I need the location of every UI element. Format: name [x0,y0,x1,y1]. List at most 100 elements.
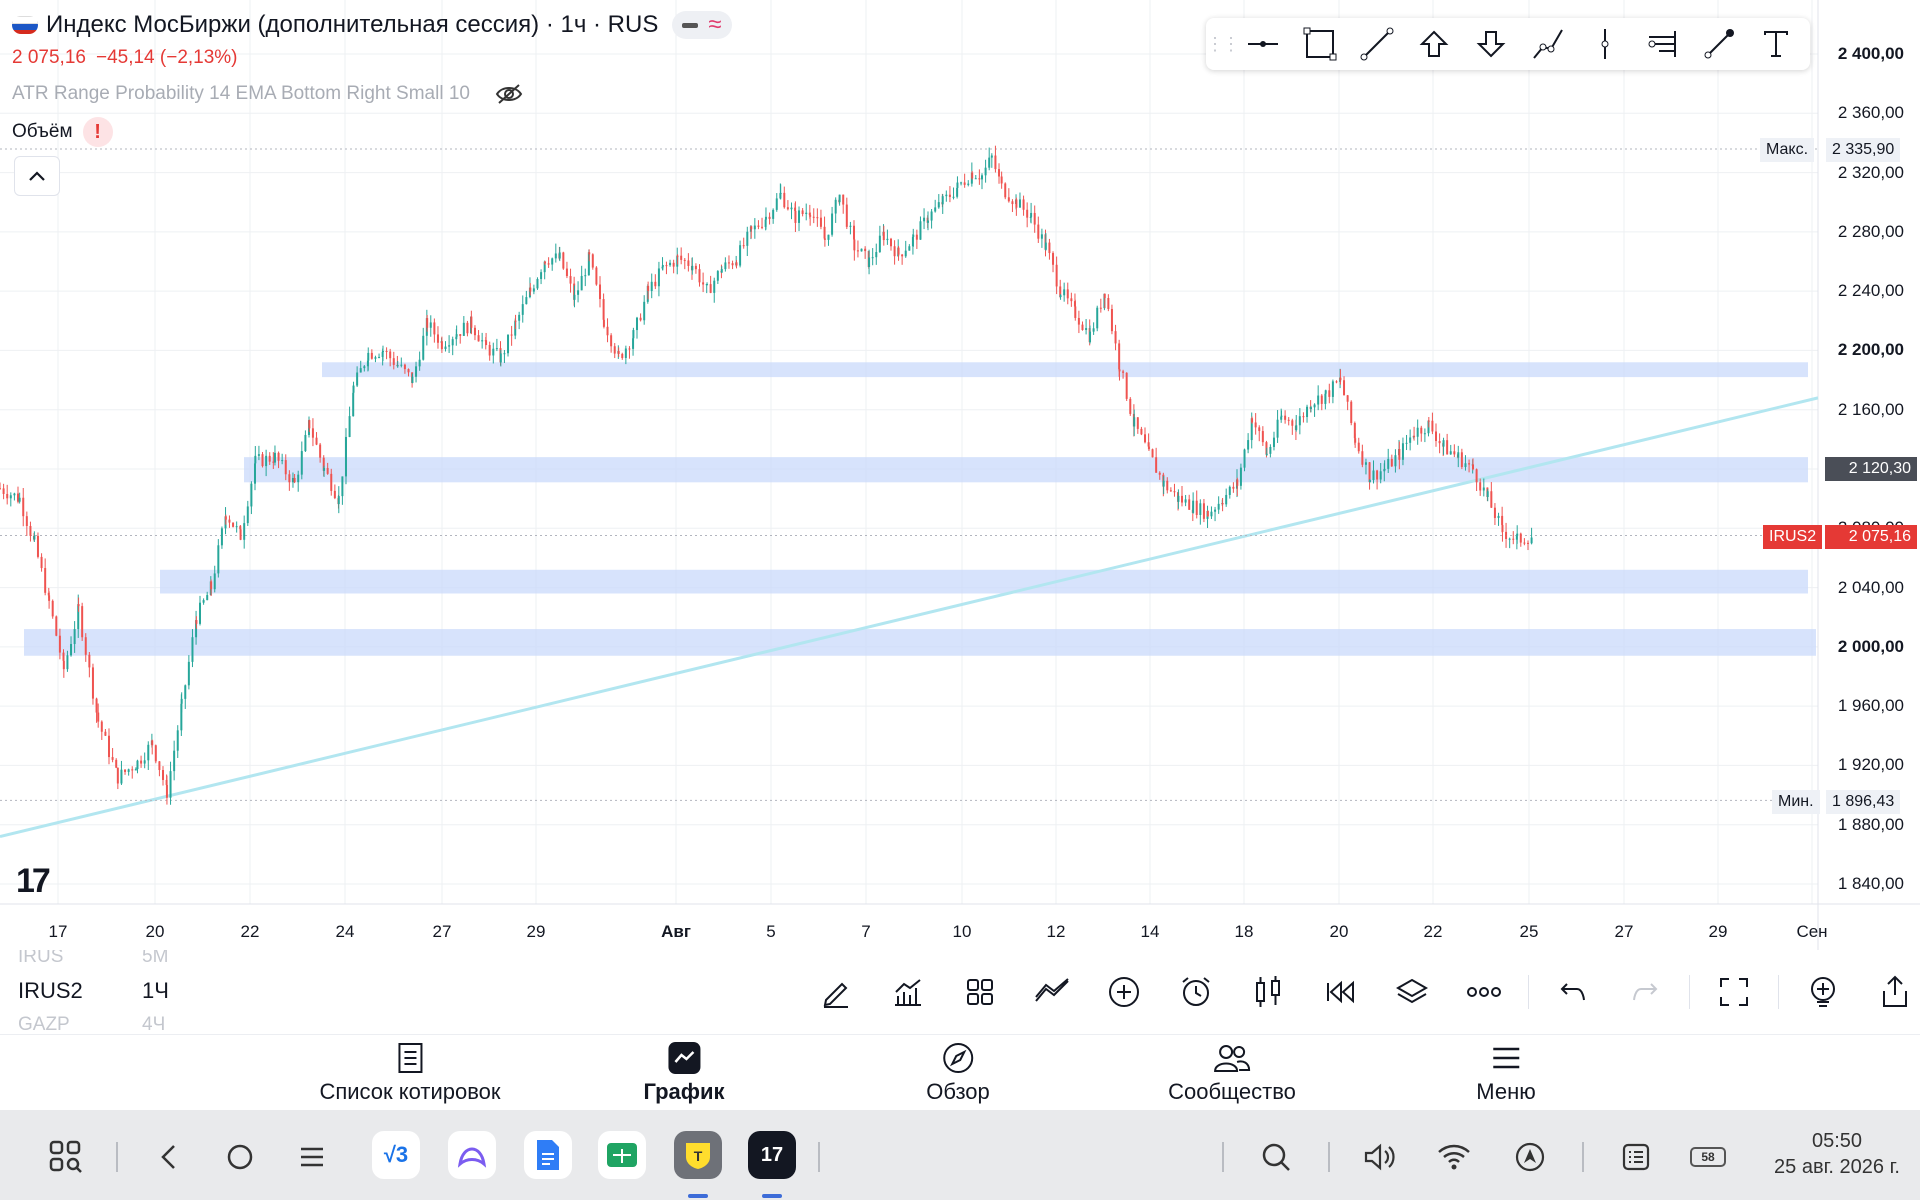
sheets-app-icon[interactable] [598,1131,646,1179]
candle-body [1390,458,1393,467]
candle-body [1166,480,1169,491]
assistant-app-icon[interactable] [448,1131,496,1179]
location-button[interactable] [1508,1135,1552,1179]
arrow-down-tool[interactable] [1462,18,1519,70]
candle-body [1497,515,1500,518]
candle-body [1243,449,1246,468]
candle-body [1125,372,1128,399]
candle-body [1110,308,1113,332]
warning-icon[interactable]: ! [82,117,113,147]
recents-button[interactable] [290,1135,334,1179]
battery-indicator[interactable]: 58 [1686,1135,1730,1179]
candle-body [297,474,300,483]
candle-body [510,334,513,336]
zoom-button[interactable] [1787,962,1859,1022]
wave-icon[interactable]: ≈ [708,11,722,38]
nav-overview[interactable]: Обзор [926,1041,990,1105]
home-button[interactable] [218,1135,262,1179]
nav-community[interactable]: Сообщество [1168,1041,1296,1105]
clock[interactable]: 05:50 25 авг. 2026 г. [1774,1128,1900,1180]
candle-body [108,735,110,758]
wifi-button[interactable] [1432,1135,1476,1179]
session-pill[interactable]: ≈ [672,11,732,39]
app-drawer-button[interactable] [44,1135,88,1179]
candle-body [1449,451,1452,455]
candle-body [481,340,484,342]
chart-title[interactable]: Индекс МосБиржи (дополнительная сессия) … [46,11,659,38]
chart-area[interactable]: Индекс МосБиржи (дополнительная сессия) … [0,0,1920,950]
minimize-icon[interactable] [682,22,699,28]
candle-body [1383,468,1386,470]
russia-flag-icon [12,16,38,34]
nav-menu[interactable]: Меню [1476,1041,1536,1105]
fullscreen-button[interactable] [1698,962,1770,1022]
layers-button[interactable] [1376,962,1448,1022]
candle-body [1261,431,1264,443]
candle-body [1394,455,1397,467]
price-axis-label: 1 960,00 [1837,696,1904,716]
more-button[interactable] [1448,962,1520,1022]
candle-body [120,769,123,784]
candle-body [1317,395,1320,405]
drawing-button[interactable] [800,962,872,1022]
candle-body [1254,422,1257,428]
redo-button[interactable] [1609,962,1681,1022]
symbol-row[interactable]: GAZP 4Ч [0,1008,760,1034]
back-button[interactable] [146,1135,190,1179]
calculator-app-icon[interactable]: √3 [372,1131,420,1179]
volume-button[interactable] [1358,1135,1402,1179]
tbank-app-icon[interactable]: T [674,1131,722,1179]
indicators-button[interactable] [872,962,944,1022]
candle-body [1059,295,1062,298]
collapse-legend-button[interactable] [14,156,60,196]
price-chart[interactable] [0,0,1920,950]
notes-button[interactable] [1614,1135,1658,1179]
trend-line-tool[interactable] [1348,18,1405,70]
share-button[interactable] [1859,962,1920,1022]
candle-body [257,454,260,456]
candle-body [606,326,609,336]
nav-chart[interactable]: График [643,1041,725,1105]
templates-button[interactable] [944,962,1016,1022]
candle-body [436,334,439,343]
candle-body [595,267,598,285]
undo-button[interactable] [1537,962,1609,1022]
tradingview-app-icon[interactable]: 17 [748,1131,796,1179]
candle-body [952,196,955,198]
candle-body [544,261,547,264]
brush-tool[interactable] [1690,18,1747,70]
fib-tool[interactable] [1633,18,1690,70]
alert-button[interactable] [1160,962,1232,1022]
watchlist-icon [397,1043,422,1073]
taskbar-divider [1328,1142,1330,1172]
symbol-switcher[interactable]: IRUS 5М IRUS2 1Ч GAZP 4Ч [0,950,760,1034]
compass-icon [942,1043,973,1073]
replay-button[interactable] [1304,962,1376,1022]
candle-body [169,771,172,798]
eye-hidden-icon[interactable] [494,83,524,105]
arrow-up-tool[interactable] [1405,18,1462,70]
candle-body [680,255,683,260]
add-button[interactable] [1088,962,1160,1022]
chart-type-button[interactable] [1232,962,1304,1022]
symbol-timeframe: 4Ч [142,1014,166,1034]
candle-body [381,351,384,353]
candle-body [518,314,521,321]
symbol-row[interactable]: IRUS 5М [0,950,760,974]
candle-body [1468,463,1471,465]
docs-app-icon[interactable] [524,1131,572,1179]
vertical-line-tool[interactable] [1576,18,1633,70]
drag-handle-icon[interactable]: ⋮⋮ [1206,33,1240,54]
compare-button[interactable] [1016,962,1088,1022]
search-button[interactable] [1254,1135,1298,1179]
nav-watchlist[interactable]: Список котировок [319,1041,501,1105]
horizontal-ray-tool[interactable] [1234,18,1291,70]
rectangle-tool[interactable] [1291,18,1348,70]
symbol-row-active[interactable]: IRUS2 1Ч [0,974,760,1008]
text-tool[interactable] [1747,18,1804,70]
candle-body [1070,298,1073,302]
path-tool[interactable] [1519,18,1576,70]
candle-body [569,276,572,284]
volume-label[interactable]: Объём [12,121,73,142]
indicator-label[interactable]: ATR Range Probability 14 EMA Bottom Righ… [12,83,470,104]
